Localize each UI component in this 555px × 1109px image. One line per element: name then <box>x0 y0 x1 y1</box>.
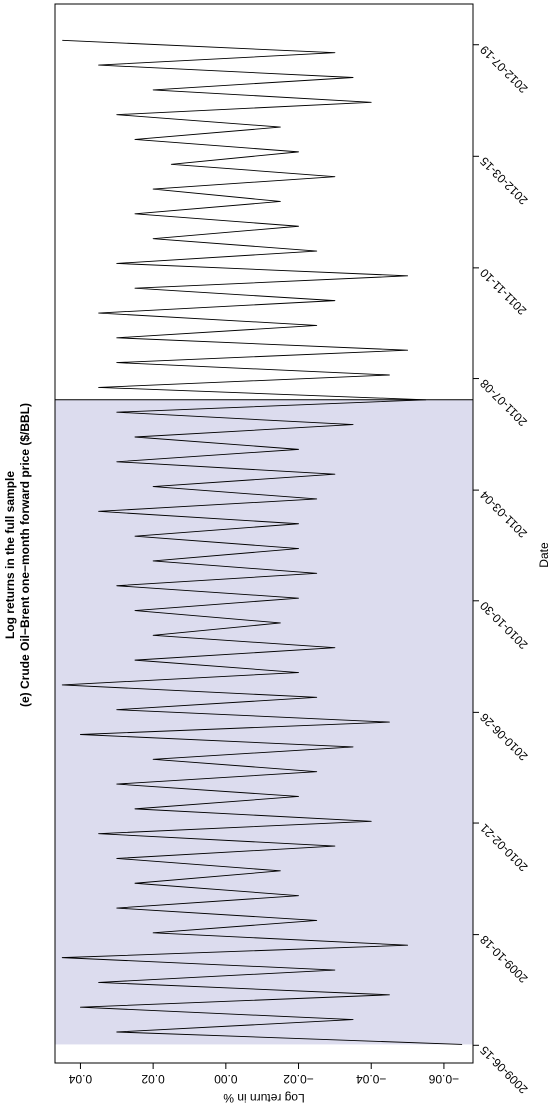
shaded-region <box>55 399 473 1045</box>
rotated-frame: Log returns in the full sample (e) Crude… <box>3 3 551 1105</box>
chart-subtitle: (e) Crude Oil−Brent one−month forward pr… <box>18 403 32 707</box>
x-axis-label: Date <box>537 542 551 568</box>
chart-title: Log returns in the full sample <box>3 471 17 639</box>
x-tick-label: 2009-06-15 <box>477 1043 531 1097</box>
x-tick-label: 2011-11-10 <box>477 266 529 318</box>
x-tick-label: 2010-10-30 <box>477 598 531 652</box>
x-tick-label: 2011-03-04 <box>477 488 530 541</box>
series-line <box>61 39 463 1045</box>
x-tick-label: 2012-03-15 <box>477 154 531 208</box>
x-tick-label: 2011-07-08 <box>477 376 530 429</box>
y-axis-label: Log return in % <box>223 1091 305 1105</box>
y-tick-label: 0.00 <box>214 1072 238 1086</box>
x-tick-label: 2010-06-26 <box>477 710 531 764</box>
y-tick-label: 0.04 <box>68 1072 92 1086</box>
x-tick-label: 2010-02-21 <box>477 821 531 875</box>
plot-border <box>54 3 474 1064</box>
x-tick-label: 2012-07-19 <box>477 42 531 96</box>
x-tick-label: 2009-10-18 <box>477 932 531 986</box>
y-tick-label: −0.06 <box>428 1072 459 1086</box>
y-tick-label: −0.04 <box>356 1072 387 1086</box>
y-tick-label: 0.02 <box>141 1072 165 1086</box>
y-tick-label: −0.02 <box>283 1072 314 1086</box>
